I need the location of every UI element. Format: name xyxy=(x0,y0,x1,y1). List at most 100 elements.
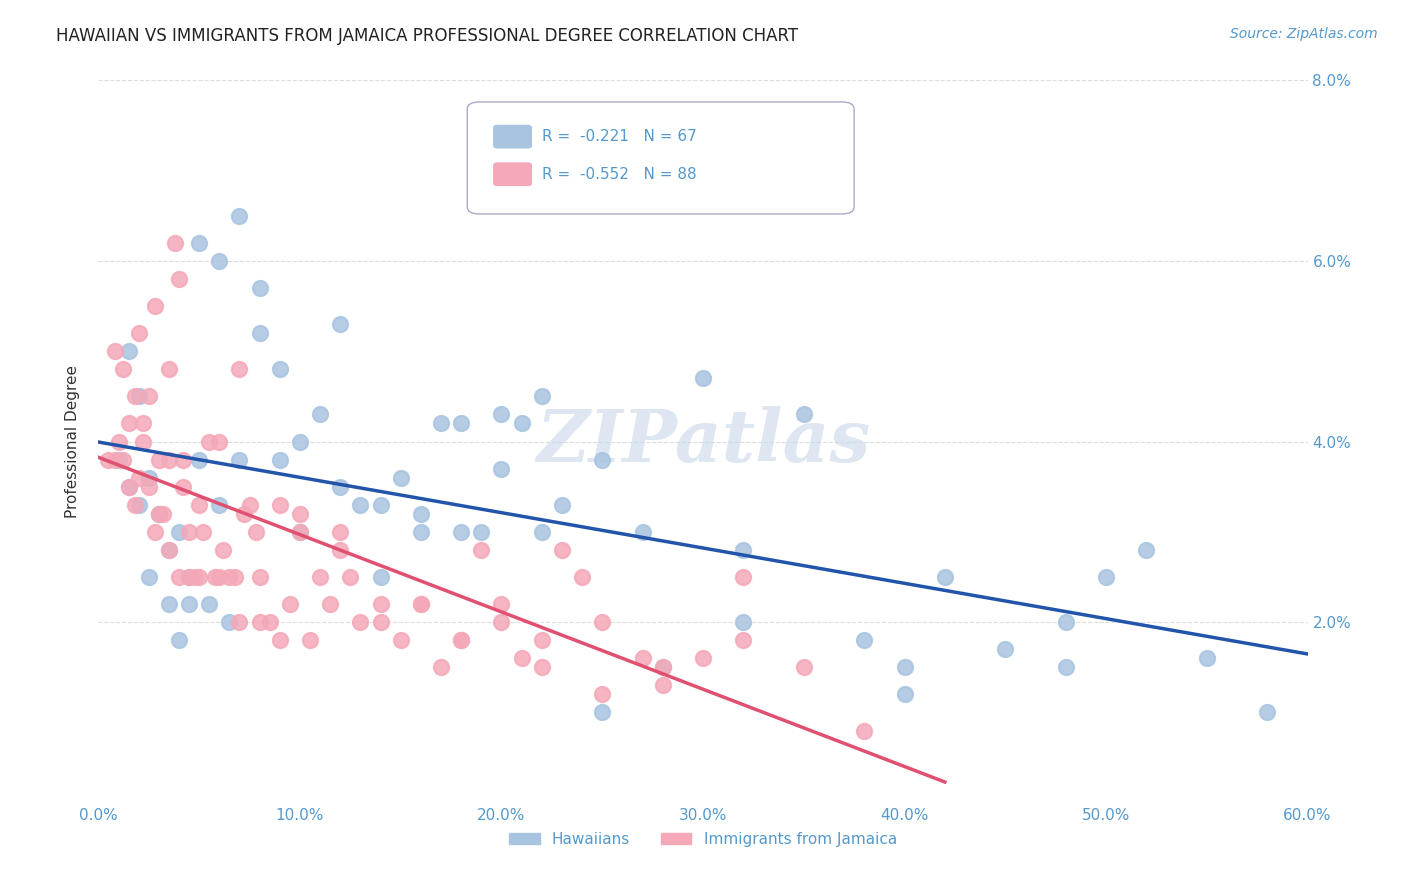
Point xyxy=(591,687,613,701)
Point xyxy=(389,471,412,485)
Point xyxy=(319,597,342,611)
Point xyxy=(349,498,371,512)
Point xyxy=(530,389,553,403)
Point xyxy=(409,597,432,611)
Point xyxy=(370,498,392,512)
Point xyxy=(591,615,613,630)
Point xyxy=(188,235,211,250)
Point xyxy=(163,235,186,250)
Point xyxy=(148,507,170,521)
Text: R =  -0.552   N = 88: R = -0.552 N = 88 xyxy=(543,167,697,182)
Point xyxy=(228,362,250,376)
Point xyxy=(450,633,472,648)
Point xyxy=(571,570,593,584)
Point xyxy=(370,597,392,611)
Point xyxy=(329,480,352,494)
Point xyxy=(1054,660,1077,674)
Point xyxy=(994,642,1017,657)
Point xyxy=(389,633,412,648)
Point xyxy=(118,480,141,494)
Point xyxy=(157,542,180,557)
Point xyxy=(269,498,291,512)
Point xyxy=(249,281,271,295)
Point xyxy=(249,615,271,630)
Point xyxy=(278,597,301,611)
Point xyxy=(491,408,513,422)
Point xyxy=(733,633,755,648)
Point xyxy=(198,434,221,449)
Point xyxy=(893,660,915,674)
Point xyxy=(1095,570,1118,584)
Point xyxy=(269,452,291,467)
Point xyxy=(103,344,125,359)
Point xyxy=(733,570,755,584)
Point xyxy=(128,389,150,403)
Point xyxy=(228,452,250,467)
Point xyxy=(167,524,190,539)
Point xyxy=(157,597,180,611)
Point xyxy=(132,417,155,431)
Point xyxy=(208,253,231,268)
FancyBboxPatch shape xyxy=(467,102,855,214)
Point xyxy=(124,389,146,403)
Point xyxy=(232,507,254,521)
Point xyxy=(1256,706,1278,720)
Point xyxy=(128,498,150,512)
Point xyxy=(239,498,262,512)
Point xyxy=(103,452,125,467)
Point xyxy=(179,570,201,584)
Point xyxy=(692,371,714,385)
Point xyxy=(733,615,755,630)
Point xyxy=(329,524,352,539)
Legend: Hawaiians, Immigrants from Jamaica: Hawaiians, Immigrants from Jamaica xyxy=(503,826,903,853)
Point xyxy=(299,633,322,648)
Point xyxy=(157,362,180,376)
Point xyxy=(218,615,240,630)
Point xyxy=(530,633,553,648)
Point xyxy=(249,326,271,340)
Point xyxy=(631,651,654,665)
Point xyxy=(143,524,166,539)
Point xyxy=(208,498,231,512)
Point xyxy=(184,570,207,584)
Point xyxy=(157,452,180,467)
Point xyxy=(329,542,352,557)
Point xyxy=(733,542,755,557)
Point xyxy=(249,570,271,584)
Point xyxy=(118,480,141,494)
Point xyxy=(470,524,492,539)
Point xyxy=(228,209,250,223)
Point xyxy=(309,570,332,584)
Point xyxy=(172,452,194,467)
Point xyxy=(148,507,170,521)
Point xyxy=(198,597,221,611)
Point xyxy=(124,498,146,512)
Text: Source: ZipAtlas.com: Source: ZipAtlas.com xyxy=(1230,27,1378,41)
Point xyxy=(450,524,472,539)
Point xyxy=(167,570,190,584)
Point xyxy=(107,434,129,449)
Point xyxy=(204,570,226,584)
Point xyxy=(530,660,553,674)
Point xyxy=(430,417,453,431)
Point xyxy=(288,434,311,449)
Point xyxy=(128,326,150,340)
Point xyxy=(128,471,150,485)
Point xyxy=(409,524,432,539)
Point xyxy=(491,615,513,630)
Point xyxy=(188,498,211,512)
Point xyxy=(409,597,432,611)
Point xyxy=(349,615,371,630)
Point xyxy=(188,570,211,584)
Point xyxy=(591,452,613,467)
Point xyxy=(208,434,231,449)
Y-axis label: Professional Degree: Professional Degree xyxy=(65,365,80,518)
Point xyxy=(208,570,231,584)
Point xyxy=(118,417,141,431)
Point xyxy=(692,651,714,665)
Point xyxy=(212,542,235,557)
Point xyxy=(510,417,533,431)
Point xyxy=(450,417,472,431)
Point xyxy=(138,471,160,485)
Point xyxy=(143,299,166,313)
